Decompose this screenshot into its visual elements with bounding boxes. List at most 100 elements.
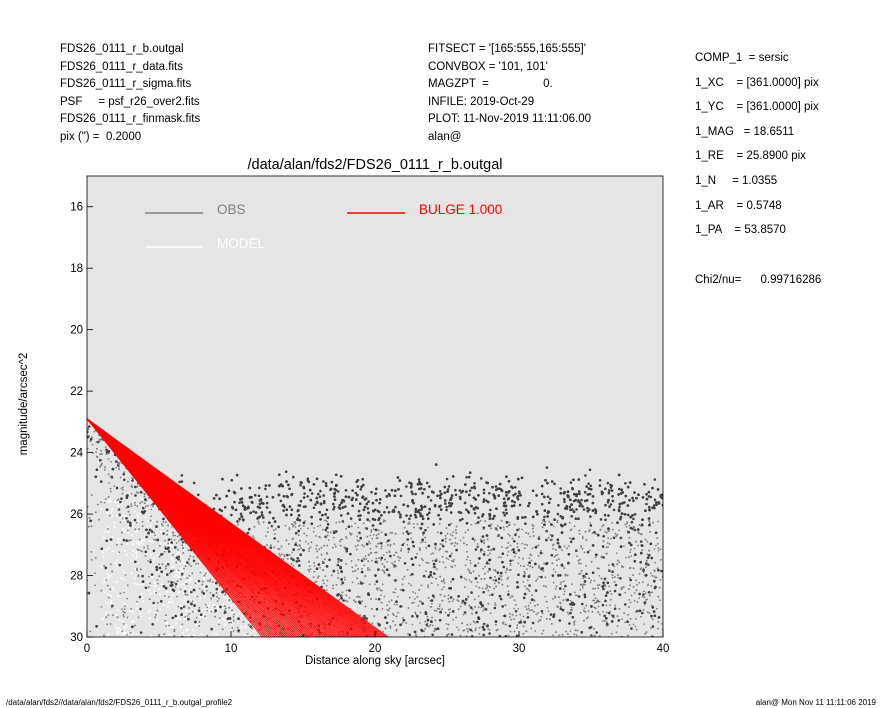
obs-point xyxy=(491,517,495,520)
obs-point xyxy=(369,542,372,545)
obs-point xyxy=(318,495,322,499)
obs-point xyxy=(248,529,250,532)
obs-point xyxy=(251,627,253,630)
model-point xyxy=(147,589,150,592)
obs-point xyxy=(519,613,522,616)
obs-point xyxy=(532,530,535,533)
obs-point xyxy=(512,548,515,551)
obs-point xyxy=(192,559,196,563)
model-point xyxy=(181,558,184,561)
obs-point xyxy=(406,544,409,546)
obs-point xyxy=(471,608,474,611)
obs-point xyxy=(651,604,653,607)
obs-point xyxy=(625,556,627,559)
obs-point xyxy=(516,528,519,532)
obs-point xyxy=(546,481,549,485)
obs-point xyxy=(634,610,637,613)
obs-point xyxy=(612,536,616,540)
obs-point xyxy=(251,501,254,504)
obs-point xyxy=(588,577,590,580)
model-point xyxy=(183,587,186,589)
obs-point xyxy=(369,547,372,550)
obs-point xyxy=(127,510,130,513)
obs-point xyxy=(433,630,436,633)
obs-point xyxy=(488,492,491,495)
obs-point xyxy=(155,568,159,572)
obs-point xyxy=(509,596,512,599)
model-point xyxy=(179,639,181,641)
model-point xyxy=(132,610,134,613)
obs-point xyxy=(499,526,502,530)
obs-point xyxy=(118,515,121,517)
obs-point xyxy=(141,580,145,583)
obs-point xyxy=(493,569,495,571)
obs-point xyxy=(215,592,218,594)
model-point xyxy=(144,516,147,519)
obs-point xyxy=(473,641,475,643)
obs-point xyxy=(359,580,362,583)
obs-point xyxy=(141,550,144,553)
model-point xyxy=(172,613,175,616)
obs-point xyxy=(447,633,450,635)
obs-point xyxy=(282,558,285,560)
obs-point xyxy=(148,575,151,578)
obs-point xyxy=(178,540,180,542)
obs-point xyxy=(449,611,451,614)
obs-point xyxy=(643,596,646,599)
obs-point xyxy=(473,482,476,485)
obs-point xyxy=(650,614,653,618)
obs-point xyxy=(467,529,469,531)
obs-point xyxy=(610,620,614,623)
obs-point xyxy=(87,428,90,431)
obs-point xyxy=(628,481,632,484)
obs-point xyxy=(126,520,130,523)
obs-point xyxy=(170,541,173,544)
obs-point xyxy=(135,491,138,494)
obs-point xyxy=(481,625,485,629)
obs-point xyxy=(491,548,493,551)
model-point xyxy=(212,609,215,612)
obs-point xyxy=(291,551,294,554)
obs-point xyxy=(494,640,496,642)
obs-point xyxy=(402,617,404,619)
obs-point xyxy=(226,617,230,621)
obs-point xyxy=(170,526,173,528)
obs-point xyxy=(558,558,560,560)
obs-point xyxy=(107,527,109,530)
obs-point xyxy=(299,481,303,484)
obs-point xyxy=(349,532,351,534)
obs-point xyxy=(519,564,522,567)
obs-point xyxy=(629,548,632,551)
obs-point xyxy=(643,623,645,625)
model-point xyxy=(117,552,120,555)
model-point xyxy=(185,609,188,612)
header_right-line-5: 1_N = 1.0355 xyxy=(695,174,778,187)
obs-point xyxy=(484,565,486,568)
obs-point xyxy=(138,528,141,531)
obs-point xyxy=(567,561,570,565)
obs-point xyxy=(308,488,312,492)
obs-point xyxy=(530,638,532,640)
obs-point xyxy=(121,492,124,495)
obs-point xyxy=(465,558,468,561)
obs-point xyxy=(545,562,548,566)
obs-point xyxy=(616,625,619,628)
model-point xyxy=(133,582,136,585)
obs-point xyxy=(604,487,607,491)
model-point xyxy=(101,549,104,552)
obs-point xyxy=(296,545,299,547)
obs-point xyxy=(273,546,276,549)
obs-point xyxy=(409,639,411,641)
obs-point xyxy=(614,583,618,587)
obs-point xyxy=(99,458,102,462)
model-point xyxy=(114,627,117,630)
model-point xyxy=(188,596,191,599)
obs-point xyxy=(194,620,197,624)
obs-point xyxy=(302,639,305,642)
obs-point xyxy=(344,489,348,492)
obs-point xyxy=(160,523,163,525)
obs-point xyxy=(259,498,263,501)
obs-point xyxy=(216,600,219,602)
obs-point xyxy=(279,483,283,486)
obs-point xyxy=(218,508,222,512)
